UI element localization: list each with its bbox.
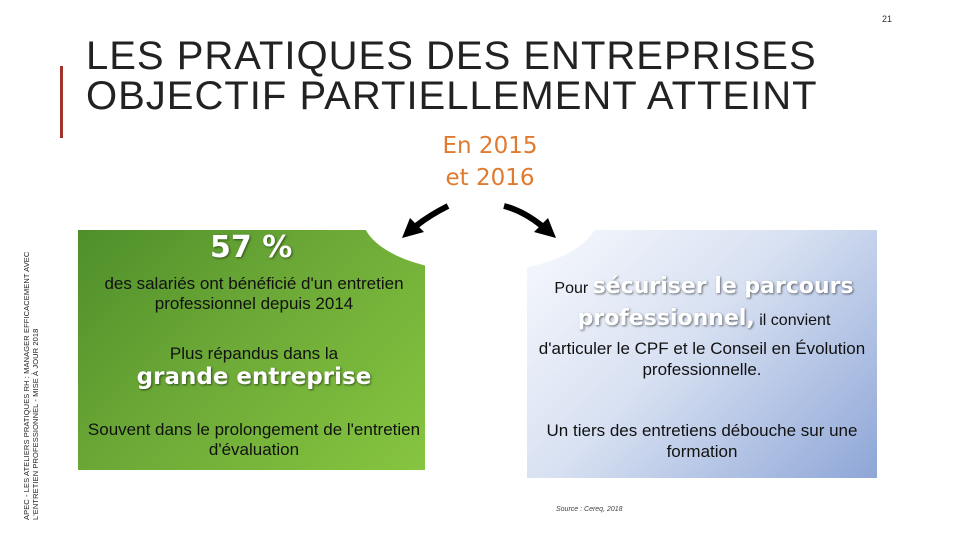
right-text-3: Un tiers des entretiens débouche sur une… <box>546 421 858 461</box>
right-text-2: d'articuler le CPF et le Conseil en Évol… <box>538 339 866 379</box>
right-arrowhead-icon <box>534 218 556 238</box>
split-arrows-icon <box>402 203 556 238</box>
right-curved-arrow-icon <box>503 203 544 229</box>
center-white-notch <box>362 160 598 272</box>
page-title: LES PRATIQUES DES ENTREPRISES OBJECTIF P… <box>86 36 818 116</box>
right-heading: Pour sécuriser le parcours professionnel… <box>536 272 872 336</box>
left-curved-arrow-icon <box>414 203 450 229</box>
pour-word: Pour <box>554 280 589 297</box>
right-emphasis-2: professionnel, <box>577 306 755 331</box>
left-text-1: des salariés ont bénéficié d'un entretie… <box>104 274 404 313</box>
left-arrowhead-icon <box>402 218 424 238</box>
year-line-2: et 2016 <box>445 165 535 191</box>
side-footer-text: APEC - LES ATELIERS PRATIQUES RH : MANAG… <box>22 251 40 520</box>
title-line-2: OBJECTIF PARTIELLEMENT ATTEINT <box>86 74 818 118</box>
source-note: Source : Cereq, 2018 <box>556 506 623 513</box>
stat-percentage: 57 % <box>210 230 293 265</box>
page-number: 21 <box>881 14 892 24</box>
year-line-1: En 2015 <box>442 133 538 159</box>
left-info-box <box>78 230 425 470</box>
left-emphasis: grande entreprise <box>136 364 372 390</box>
left-text-3: Souvent dans le prolongement de l'entret… <box>87 420 421 459</box>
right-emphasis-1: sécuriser le parcours <box>592 274 854 299</box>
left-text-2: Plus répandus dans la <box>169 344 339 363</box>
right-info-box <box>527 230 877 478</box>
year-label: En 2015 et 2016 <box>420 130 560 194</box>
il-convient: il convient <box>759 312 831 329</box>
title-line-1: LES PRATIQUES DES ENTREPRISES <box>86 34 817 78</box>
title-accent-bar <box>60 66 63 138</box>
